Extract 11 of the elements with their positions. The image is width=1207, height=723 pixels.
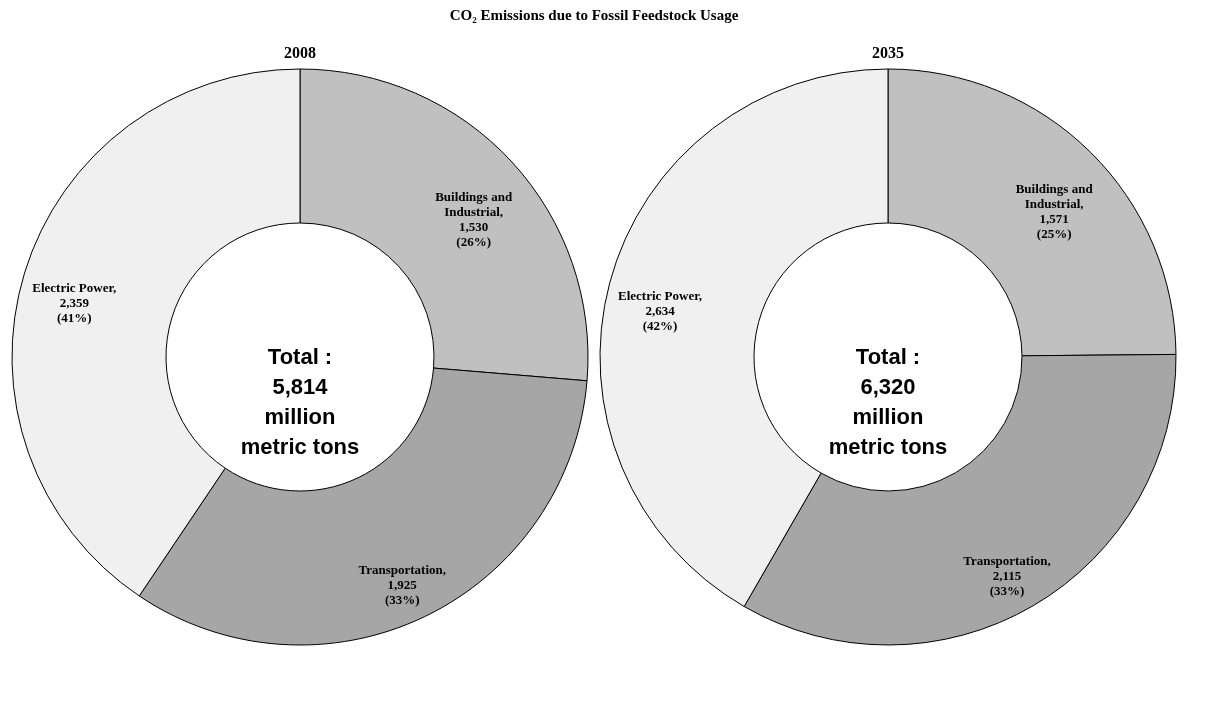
slice-label: Transportation, 2,115 (33%) [963,552,1051,598]
text: Total : 6,320 million metric tons [828,344,948,459]
slice-label: Buildings and Industrial, 1,571 (25%) [1015,181,1094,242]
slice-label: Electric Power, 2,359 (41%) [32,280,117,326]
slice-label: Electric Power, 2,634 (42%) [618,287,703,333]
chart-subtitle: 2035 [872,44,904,61]
chart-title: CO₂ Emissions due to Fossil Feedstock Usage [449,7,739,23]
slice-label: Buildings and Industrial, 1,530 (26%) [435,189,513,250]
slice-label: Transportation, 1,925 (33%) [358,561,446,607]
chart-subtitle: 2008 [284,44,316,61]
text: Total : 5,814 million metric tons [240,344,360,459]
